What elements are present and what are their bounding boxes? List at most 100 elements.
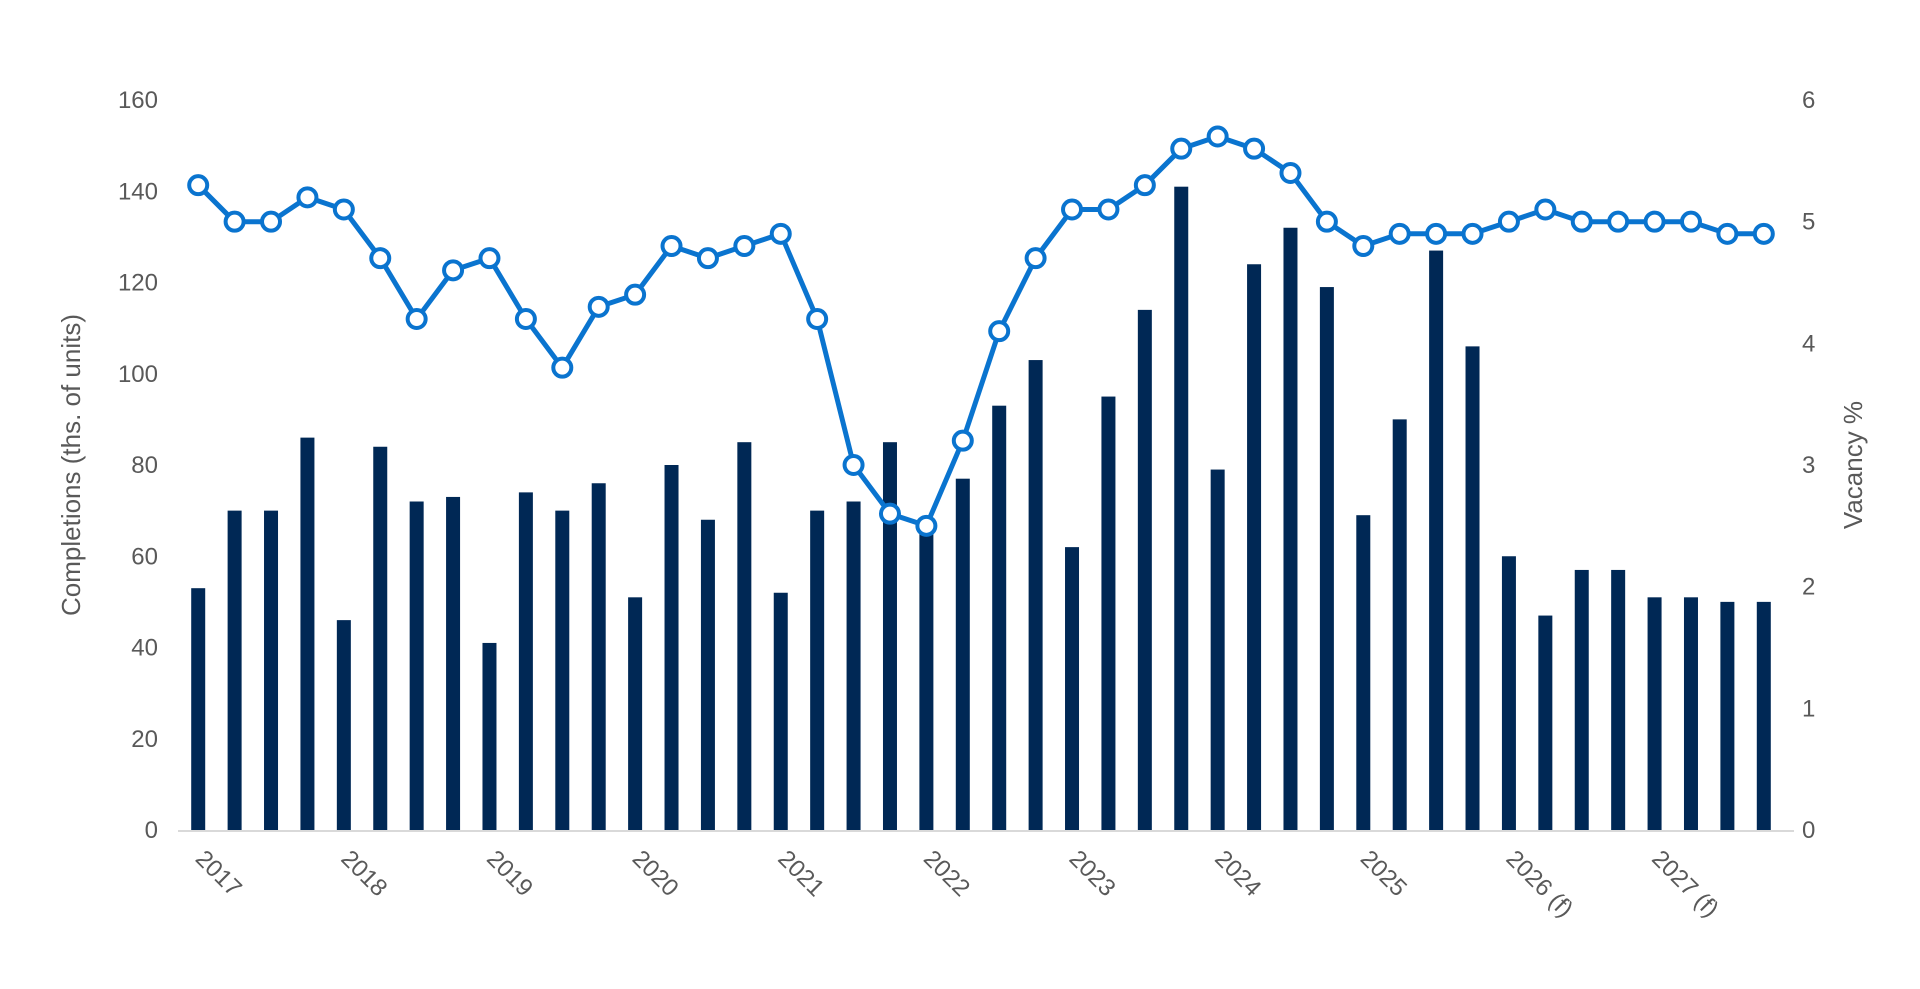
left-axis-tick-label: 60 (131, 543, 158, 570)
left-axis-tick-label: 100 (118, 361, 158, 388)
bars-layer (191, 186, 1771, 830)
vacancy-line (195, 134, 1767, 529)
vacancy-point (951, 429, 974, 452)
right-axis-ticks: 0 1 2 3 4 5 6 (1802, 87, 1815, 844)
vacancy-point (1133, 174, 1156, 197)
vacancy-point (551, 356, 574, 379)
completions-bar (1538, 615, 1553, 830)
completions-bar (1429, 250, 1444, 830)
vacancy-point (878, 502, 901, 525)
vacancy-point (1097, 198, 1120, 221)
vacancy-point (1570, 210, 1593, 233)
vacancy-point (696, 247, 719, 270)
completions-bar (1501, 556, 1516, 830)
x-axis-tick-label: 2020 (627, 845, 684, 902)
left-axis-tick-label: 20 (131, 726, 158, 753)
right-axis-tick-label: 4 (1802, 330, 1815, 357)
vacancy-point (842, 454, 865, 476)
left-axis-tick-label: 120 (118, 270, 158, 297)
vacancy-point (587, 295, 610, 318)
left-axis-title: Completions (ths. of units) (56, 314, 86, 616)
vacancy-point (1497, 210, 1520, 233)
vacancy-point (296, 186, 319, 209)
completions-bar (1174, 186, 1189, 830)
vacancy-point (514, 308, 537, 330)
completions-bar (846, 501, 861, 830)
x-axis-ticks: 2017 2018 2019 2020 2021 2022 2023 2024 2025 2026… (190, 845, 1724, 923)
vacancy-point (624, 283, 647, 306)
completions-bar (664, 465, 679, 830)
x-axis-tick-label: 2019 (481, 845, 538, 902)
completions-bar (1137, 309, 1152, 830)
completions-bar (955, 478, 970, 830)
vacancy-point (1061, 198, 1084, 221)
right-axis-tick-label: 2 (1802, 574, 1815, 601)
completions-bar (1647, 597, 1662, 830)
x-axis-tick-label: 2026 (f) (1501, 845, 1579, 923)
completions-bar (1210, 469, 1225, 830)
vacancy-point (260, 210, 283, 233)
x-axis-tick-label: 2017 (190, 845, 247, 902)
x-axis-tick-label: 2023 (1064, 845, 1121, 902)
completions-bar (191, 588, 206, 830)
vacancy-point (332, 198, 355, 221)
vacancy-point (988, 320, 1011, 343)
x-axis-tick-label: 2021 (773, 845, 830, 902)
completions-bar (373, 446, 388, 830)
vacancy-point (1534, 198, 1557, 221)
completions-bar (300, 437, 315, 830)
vacancy-point (1388, 222, 1411, 245)
completions-bar (1392, 419, 1407, 830)
completions-bar (1720, 601, 1735, 830)
completions-bar (409, 501, 424, 830)
completions-bar (336, 620, 351, 830)
right-axis-tick-label: 5 (1802, 209, 1815, 236)
right-axis-title: Vacancy % (1838, 401, 1868, 529)
left-axis-tick-label: 80 (131, 452, 158, 479)
right-axis-tick-label: 0 (1802, 817, 1815, 844)
completions-bar (482, 642, 497, 830)
completions-bar (518, 492, 533, 830)
completions-bar (1319, 287, 1334, 830)
completions-bar (1356, 515, 1371, 830)
x-axis-tick-label: 2027 (f) (1646, 845, 1724, 923)
vacancy-point (223, 210, 246, 233)
left-axis-tick-label: 0 (145, 817, 158, 844)
completions-bar (1065, 547, 1080, 830)
completions-bar (919, 519, 934, 830)
completions-bar (264, 510, 279, 830)
completions-bar (992, 405, 1007, 830)
vacancy-point (769, 222, 792, 245)
completions-bar (227, 510, 242, 830)
vacancy-point (1461, 222, 1484, 245)
completions-bar (446, 496, 461, 830)
vacancy-point (1679, 210, 1702, 233)
left-axis-tick-label: 140 (118, 178, 158, 205)
vacancy-point (442, 259, 465, 282)
x-axis-tick-label: 2025 (1355, 845, 1412, 902)
completions-bar (810, 510, 825, 830)
vacancy-point (187, 174, 210, 197)
completions-bar (1611, 569, 1626, 830)
vacancy-point (1279, 162, 1302, 184)
left-axis-ticks: 0 20 40 60 80 100 120 140 160 (118, 87, 158, 844)
completions-bar (1465, 346, 1480, 830)
completions-bar (737, 442, 752, 830)
left-axis-tick-label: 160 (118, 87, 158, 114)
x-axis-tick-label: 2018 (336, 845, 393, 902)
vacancy-point (660, 235, 683, 257)
right-axis-tick-label: 1 (1802, 695, 1815, 722)
x-axis-tick-label: 2022 (918, 845, 975, 902)
completions-bar (882, 442, 897, 830)
vacancy-point (1607, 210, 1630, 233)
left-axis-tick-label: 40 (131, 635, 158, 662)
completions-bar (1101, 396, 1116, 830)
completions-bar (1756, 601, 1771, 830)
vacancy-point (1425, 222, 1448, 245)
vacancy-point (1170, 137, 1193, 160)
vacancy-point (1716, 222, 1739, 245)
vacancy-point (478, 247, 501, 270)
completions-bar (1683, 597, 1698, 830)
